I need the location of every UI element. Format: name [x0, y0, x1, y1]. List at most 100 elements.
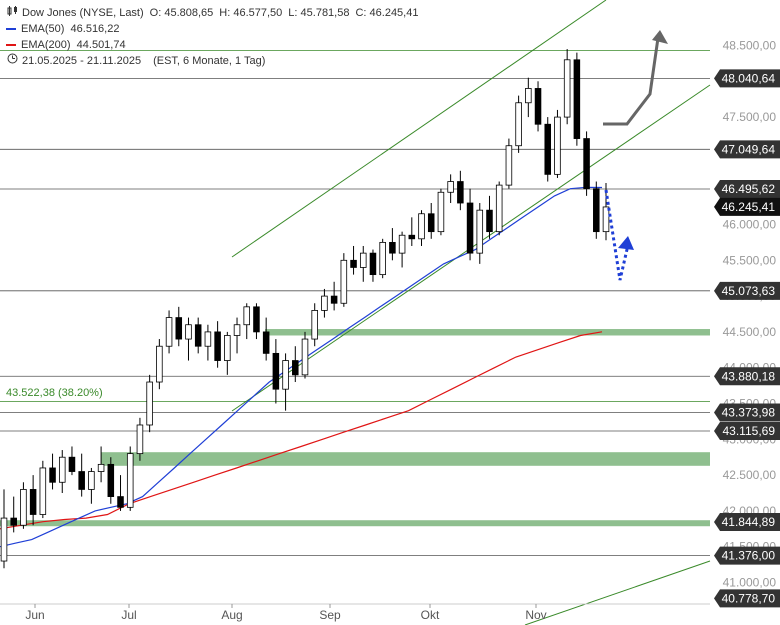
price-tag: 47.049,64	[714, 140, 780, 159]
candle-body	[39, 467, 47, 515]
y-tick-label: 45.500,00	[723, 253, 777, 267]
price-tag-bg	[714, 367, 780, 386]
ema50-line	[0, 186, 603, 548]
candle	[126, 446, 134, 511]
candle	[486, 195, 493, 239]
x-axis: Jun Jul Aug Sep Okt Nov	[0, 603, 710, 622]
candle	[156, 339, 163, 390]
ema200-swatch	[6, 44, 16, 46]
candle-body	[369, 252, 377, 276]
candle	[97, 446, 105, 483]
candle	[20, 482, 27, 529]
candle	[369, 249, 377, 282]
candles	[0, 49, 610, 569]
candle-body	[340, 259, 348, 304]
price-tag-label: 43.880,18	[722, 369, 776, 383]
price-tag-bg	[714, 281, 780, 300]
candle	[49, 453, 56, 490]
candle-body	[175, 317, 183, 340]
bullish-arrow	[603, 37, 660, 126]
candle	[194, 317, 202, 354]
price-tag: 43.880,18	[714, 367, 780, 386]
current-price-tag: 46.245,41	[714, 197, 780, 216]
candle-body	[136, 424, 144, 455]
low-value: 45.781,58	[300, 7, 350, 19]
candle-body	[457, 181, 464, 204]
candle-body	[126, 453, 134, 508]
candle-body	[204, 331, 212, 347]
chart-legend: Dow Jones (NYSE, Last) O: 45.808,65 H: 4…	[6, 5, 418, 69]
candle	[476, 203, 484, 264]
x-tick-label: Okt	[421, 608, 440, 622]
candle-body	[486, 209, 493, 233]
candle-body	[20, 489, 27, 526]
candle	[68, 446, 76, 476]
bearish-arrowhead	[618, 236, 634, 250]
instrument-title: Dow Jones (NYSE, Last)	[22, 7, 144, 19]
candle	[437, 188, 445, 236]
ema200-value: 44.501,74	[76, 39, 126, 51]
candle-body	[427, 213, 435, 233]
candle-body	[107, 463, 115, 497]
price-tag-label: 46.245,41	[722, 200, 776, 214]
candle-body	[408, 234, 416, 240]
candle	[408, 217, 416, 246]
candle	[107, 457, 115, 504]
price-tag: 41.844,89	[714, 513, 780, 532]
price-tag-label: 45.073,63	[722, 284, 776, 298]
candle-body	[466, 202, 474, 254]
bullish-arrowhead	[652, 30, 668, 44]
candle	[321, 288, 328, 318]
price-tag-label: 41.844,89	[722, 515, 776, 529]
candle-body	[583, 138, 590, 190]
channel-line	[231, 0, 607, 258]
candle-body	[495, 184, 503, 233]
candle	[29, 475, 37, 526]
candle-body	[350, 259, 357, 268]
close-label: C:	[355, 7, 367, 19]
candle	[262, 317, 270, 361]
candle	[301, 331, 309, 379]
fib-label: 43.522,38 (38.20%)	[6, 387, 103, 399]
price-tag-bg	[714, 197, 780, 216]
price-tag-bg	[714, 513, 780, 532]
candle	[583, 131, 590, 196]
candle-body	[573, 59, 581, 139]
y-tick-label: 41.000,00	[723, 576, 777, 590]
candle	[389, 228, 396, 261]
candle-body	[437, 191, 445, 233]
candle	[379, 238, 386, 279]
candle	[418, 210, 425, 246]
candle	[88, 467, 95, 504]
channel-line	[524, 560, 711, 625]
price-tag: 46.495,62	[714, 180, 780, 199]
price-tag-label: 46.495,62	[722, 182, 776, 196]
candle	[117, 475, 124, 511]
candle	[447, 174, 454, 204]
candle	[243, 303, 251, 340]
projection-arrows	[603, 30, 668, 281]
high-label: H:	[219, 7, 231, 19]
candle-body	[398, 234, 406, 254]
price-tag: 43.115,69	[714, 422, 780, 441]
date-range: 21.05.2025 - 21.11.2025	[22, 55, 142, 67]
candle	[146, 374, 153, 433]
y-tick-label: 46.000,00	[723, 217, 777, 231]
candle-body	[389, 241, 396, 254]
candle	[534, 81, 542, 132]
price-tag-bg	[714, 589, 780, 608]
price-tag-bg	[714, 69, 780, 88]
close-value: 46.245,41	[369, 7, 419, 19]
price-tag: 45.073,63	[714, 281, 780, 300]
ema200-path	[0, 331, 603, 530]
ema200-line	[0, 331, 603, 530]
candle-body	[379, 241, 386, 276]
x-tick-label: Jun	[25, 608, 44, 622]
candle-body	[554, 116, 561, 175]
candle	[466, 188, 474, 261]
candle	[253, 303, 260, 340]
candle-body	[78, 471, 85, 490]
price-tag-bg	[714, 546, 780, 565]
x-tick-label: Sep	[319, 608, 341, 622]
price-tag-bg	[714, 403, 780, 422]
